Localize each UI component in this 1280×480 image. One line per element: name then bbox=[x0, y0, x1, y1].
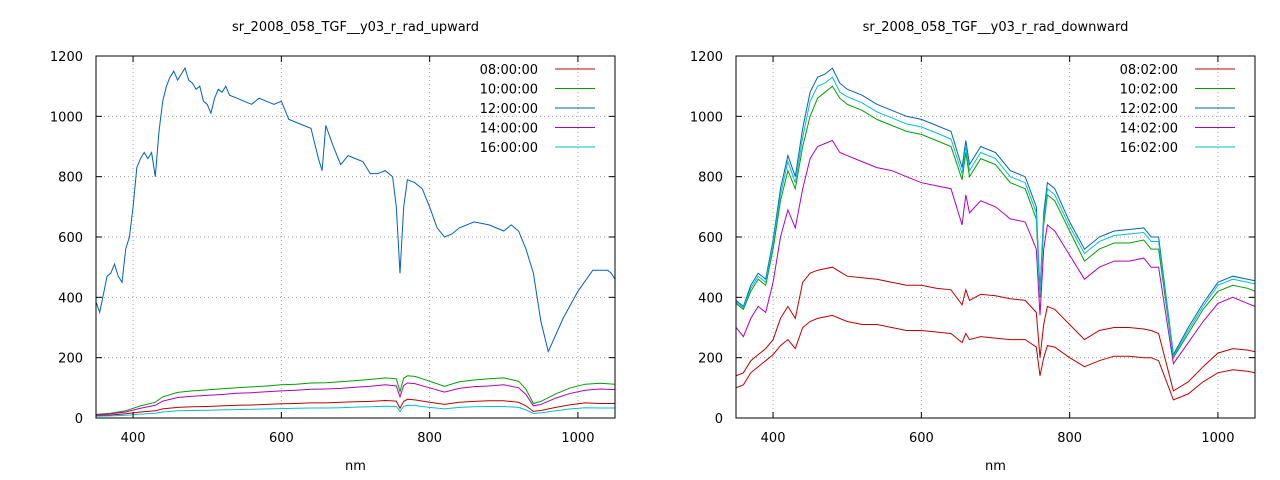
legend-label: 14:02:00 bbox=[1120, 122, 1178, 137]
y-tick-label: 400 bbox=[58, 291, 83, 306]
series-line-3 bbox=[736, 67, 1255, 357]
x-tick-label: 800 bbox=[1057, 431, 1082, 446]
legend-label: 08:02:00 bbox=[1120, 63, 1178, 78]
x-tick-label: 600 bbox=[269, 431, 294, 446]
series-line-4 bbox=[96, 382, 615, 416]
legend-label: 08:00:00 bbox=[480, 63, 538, 78]
y-tick-label: 400 bbox=[698, 291, 723, 306]
x-tick-label: 400 bbox=[761, 431, 786, 446]
x-tick-label: 800 bbox=[417, 431, 442, 446]
chart-panel-2: sr_2008_058_TGF__y03_r_rad_downward 400 60… bbox=[690, 20, 1256, 474]
chart-title: sr_2008_058_TGF__y03_r_rad_upward bbox=[232, 20, 479, 35]
series-line-2 bbox=[736, 85, 1255, 360]
y-tick-label: 800 bbox=[698, 171, 723, 186]
y-tick-label: 600 bbox=[58, 231, 83, 246]
y-tick-label: 0 bbox=[75, 412, 83, 427]
x-axis-label: nm bbox=[345, 459, 366, 474]
y-tick-label: 0 bbox=[715, 412, 723, 427]
series-line-5 bbox=[736, 76, 1255, 358]
x-tick-label: 400 bbox=[121, 431, 146, 446]
legend-label: 16:02:00 bbox=[1120, 141, 1178, 156]
series-line-6 bbox=[736, 266, 1255, 392]
series-line-4 bbox=[736, 139, 1255, 366]
plot-area bbox=[96, 66, 615, 417]
x-tick-label: 1000 bbox=[561, 431, 594, 446]
legend-label: 12:00:00 bbox=[480, 102, 538, 117]
x-tick-label: 1000 bbox=[1201, 431, 1234, 446]
chart-title: sr_2008_058_TGF__y03_r_rad_downward bbox=[863, 20, 1129, 35]
y-tick-label: 1200 bbox=[690, 50, 723, 65]
legend-label: 10:00:00 bbox=[480, 83, 538, 98]
y-tick-label: 200 bbox=[58, 352, 83, 367]
y-tick-label: 1000 bbox=[50, 110, 83, 125]
chart-panel-1: sr_2008_058_TGF__y03_r_rad_upward 400 600 8… bbox=[50, 20, 616, 474]
y-tick-label: 1000 bbox=[690, 110, 723, 125]
y-tick-label: 600 bbox=[698, 231, 723, 246]
series-line-1 bbox=[736, 314, 1255, 401]
legend-label: 14:00:00 bbox=[480, 122, 538, 137]
x-tick-label: 600 bbox=[909, 431, 934, 446]
legend-label: 16:00:00 bbox=[480, 141, 538, 156]
series-line-5 bbox=[96, 404, 615, 417]
series-line-3 bbox=[96, 66, 615, 354]
y-tick-label: 200 bbox=[698, 352, 723, 367]
legend-label: 12:02:00 bbox=[1120, 102, 1178, 117]
y-tick-label: 800 bbox=[58, 171, 83, 186]
legend-label: 10:02:00 bbox=[1120, 83, 1178, 98]
x-axis-label: nm bbox=[985, 459, 1006, 474]
y-tick-label: 1200 bbox=[50, 50, 83, 65]
series-line-2 bbox=[96, 375, 615, 415]
plot-area bbox=[736, 67, 1255, 401]
series-line-1 bbox=[96, 398, 615, 417]
